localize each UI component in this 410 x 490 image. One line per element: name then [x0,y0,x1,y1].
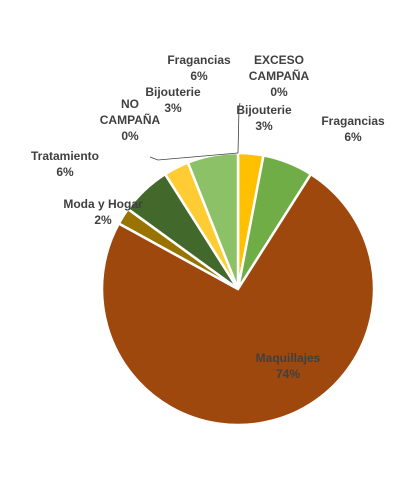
data-label-no-campana-6: NO CAMPAÑA 0% [100,97,161,143]
data-label-bijouterie-1: Bijouterie 3% [236,103,292,133]
data-label-bijouterie-7: Bijouterie 3% [145,85,201,115]
pie-slice-maquillajes-3 [100,172,376,427]
data-label-tratamiento-5: Tratamiento 6% [31,149,99,179]
leader-line-no-campana-6 [149,152,239,161]
leader-lines-layer [149,102,241,161]
leader-line-exceso-campana-0 [237,102,241,154]
data-label-moda-y-hogar-4: Moda y Hogar 2% [63,197,143,227]
data-label-maquillajes-3: Maquillajes 74% [256,351,321,381]
data-label-fragancias-8: Fragancias 6% [167,53,231,83]
data-label-exceso-campana-0: EXCESO CAMPAÑA 0% [249,53,310,99]
data-label-fragancias-2: Fragancias 6% [321,114,385,144]
slices-layer [100,151,376,427]
data-labels-layer: EXCESO CAMPAÑA 0%Bijouterie 3% Fragancias 6%M… [31,53,385,381]
